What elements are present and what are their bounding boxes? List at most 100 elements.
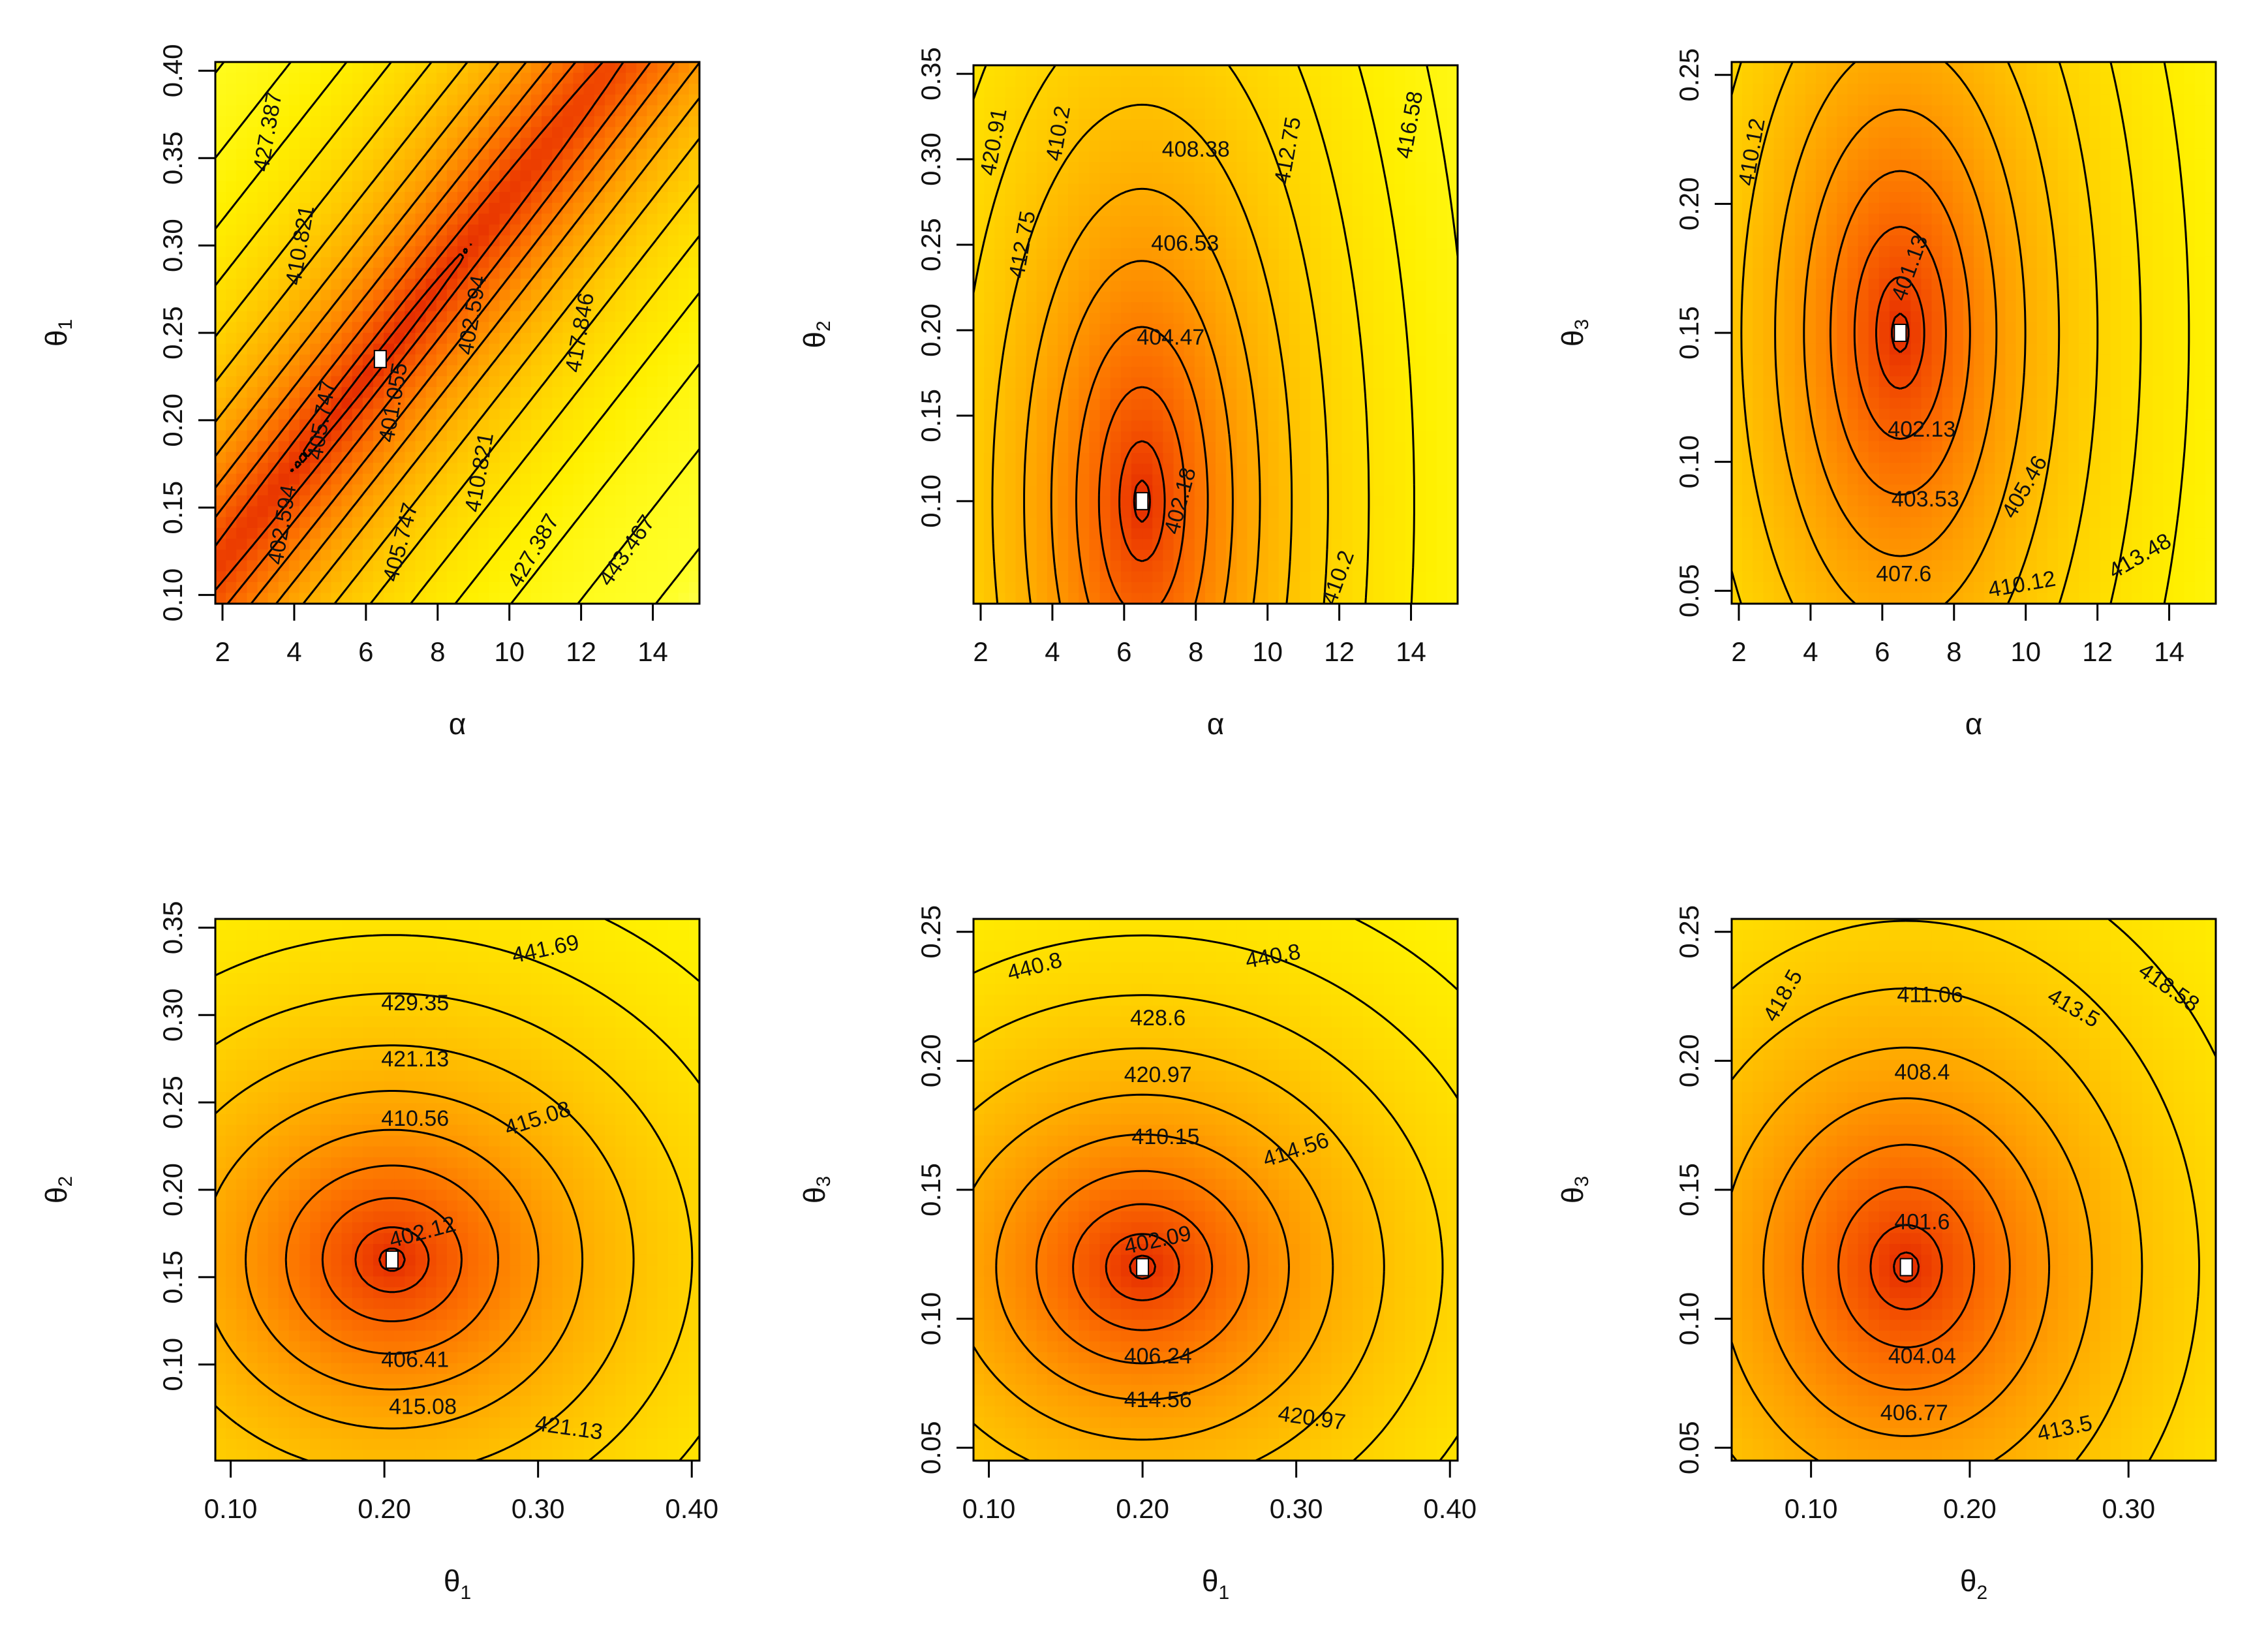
heatmap-cell [552,289,564,301]
heatmap-cell [394,593,406,604]
heatmap-cell [226,192,238,204]
heatmap-cell [1341,76,1353,87]
heatmap-cell [1110,173,1122,185]
heatmap-cell [1236,248,1248,260]
heatmap-cell [678,419,690,431]
heatmap-cell [1289,97,1300,109]
heatmap-cell [1194,162,1206,174]
heatmap-cell [636,181,648,193]
heatmap-cell [552,387,564,399]
heatmap-cell [1005,65,1017,77]
heatmap-cell [268,235,279,247]
heatmap-cell [1373,506,1385,518]
heatmap-cell [489,560,500,572]
heatmap-cell [1257,173,1269,185]
heatmap-cell [310,105,322,117]
heatmap-cell [626,235,637,247]
heatmap-cell [1120,474,1132,486]
heatmap-cell [657,397,669,409]
heatmap-cell [1447,550,1458,561]
heatmap-cell [1415,324,1427,335]
heatmap-cell [215,256,226,269]
heatmap-cell [1995,94,2006,106]
heatmap-cell [1436,76,1448,87]
heatmap-cell [1204,377,1216,389]
heatmap-cell [994,291,1006,303]
heatmap-cell [626,354,637,366]
heatmap-cell [530,225,542,236]
heatmap-cell [247,506,258,518]
heatmap-cell [1247,496,1259,508]
heatmap-cell [583,62,595,74]
heatmap-cell [1257,367,1269,379]
heatmap-cell [268,138,279,149]
heatmap-cell [604,419,616,431]
heatmap-cell [1394,463,1406,475]
heatmap-cell [2100,62,2111,74]
heatmap-cell [1426,162,1437,174]
heatmap-cell [1036,420,1048,432]
heatmap-cell [647,256,658,269]
heatmap-cell [657,571,669,583]
heatmap-cell [562,409,574,420]
heatmap-cell [268,225,279,236]
heatmap-cell [678,582,690,594]
heatmap-cell [1110,248,1122,260]
heatmap-cell [320,268,332,279]
heatmap-cell [1278,453,1290,465]
heatmap-cell [1257,76,1269,87]
heatmap-cell [1194,506,1206,518]
heatmap-cell [1447,571,1458,583]
heatmap-cell [1942,116,1954,128]
heatmap-cell [1184,593,1195,604]
heatmap-cell [268,246,279,258]
heatmap-cell [499,127,511,138]
heatmap-cell [1384,324,1396,335]
heatmap-cell [647,105,658,117]
heatmap-cell [1131,119,1142,131]
heatmap-cell [226,84,238,95]
heatmap-cell [636,279,648,290]
heatmap-cell [626,409,637,420]
heatmap-cell [446,560,458,572]
heatmap-cell [1732,116,1743,128]
heatmap-cell [994,216,1006,228]
heatmap-cell [1036,506,1048,518]
heatmap-cell [236,213,248,225]
heatmap-cell [1058,506,1069,518]
heatmap-cell [1194,453,1206,465]
heatmap-cell [1216,485,1227,497]
heatmap-cell [1120,194,1132,206]
heatmap-cell [1268,496,1280,508]
heatmap-cell [510,192,521,204]
x-tick-label: 12 [1324,636,1355,667]
heatmap-cell [2205,72,2216,84]
heatmap-cell [468,127,480,138]
heatmap-cell [215,202,226,215]
heatmap-cell [362,463,374,474]
heatmap-cell [1373,334,1385,346]
heatmap-cell [1331,442,1343,454]
heatmap-cell [1405,410,1417,422]
heatmap-cell [1099,76,1111,87]
heatmap-cell [1278,226,1290,238]
y-tick-label: 0.10 [157,568,188,622]
heatmap-cell [268,192,279,204]
heatmap-cell [1341,356,1353,367]
heatmap-cell [1120,162,1132,174]
heatmap-cell [562,441,574,453]
heatmap-cell [678,484,690,496]
heatmap-cell [1236,442,1248,454]
heatmap-cell [984,496,996,508]
heatmap-cell [1015,334,1027,346]
heatmap-cell [1858,72,1869,84]
heatmap-cell [257,159,269,171]
heatmap-cell [1900,84,1912,95]
heatmap-cell [1384,561,1396,572]
heatmap-cell [352,116,363,128]
heatmap-cell [1079,377,1090,389]
heatmap-cell [1362,173,1374,185]
heatmap-cell [1226,399,1238,411]
heatmap-cell [1058,463,1069,475]
heatmap-cell [1436,453,1448,465]
